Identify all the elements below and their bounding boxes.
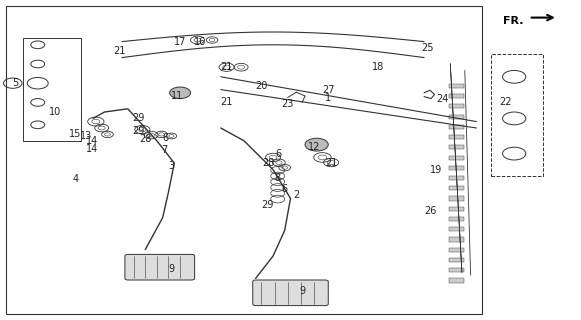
- Text: 6: 6: [276, 148, 282, 159]
- Bar: [449, 145, 464, 149]
- Text: 14: 14: [85, 136, 98, 146]
- Text: 3: 3: [168, 161, 174, 172]
- Text: 21: 21: [220, 97, 233, 108]
- Text: 24: 24: [436, 94, 449, 104]
- Bar: [449, 84, 464, 88]
- Text: 27: 27: [322, 84, 335, 95]
- Bar: [449, 248, 464, 252]
- Bar: [449, 237, 464, 242]
- Bar: [449, 207, 464, 211]
- Bar: [449, 186, 464, 190]
- Text: 21: 21: [220, 62, 233, 72]
- Text: 11: 11: [171, 91, 184, 101]
- Text: 7: 7: [162, 145, 167, 156]
- Bar: [449, 104, 464, 108]
- Text: 4: 4: [73, 174, 78, 184]
- Text: 8: 8: [275, 172, 281, 183]
- Text: 6: 6: [163, 132, 168, 143]
- Bar: [23, 38, 81, 141]
- Text: 25: 25: [421, 43, 433, 53]
- Bar: [449, 156, 464, 160]
- Bar: [6, 6, 482, 314]
- Text: FR.: FR.: [503, 16, 523, 26]
- Text: 9: 9: [299, 286, 305, 296]
- Bar: [449, 217, 464, 221]
- Text: 12: 12: [307, 142, 320, 152]
- Text: 13: 13: [80, 131, 92, 141]
- Bar: [449, 115, 464, 119]
- Text: 17: 17: [174, 36, 187, 47]
- Text: 21: 21: [325, 158, 338, 168]
- Bar: [449, 278, 464, 283]
- FancyBboxPatch shape: [125, 254, 195, 280]
- Text: 29: 29: [132, 126, 145, 136]
- Bar: [491, 54, 543, 176]
- Text: 21: 21: [113, 46, 125, 56]
- Text: 1: 1: [325, 92, 331, 103]
- Text: 19: 19: [429, 164, 442, 175]
- Text: 26: 26: [424, 206, 436, 216]
- Text: 5: 5: [13, 78, 19, 88]
- Circle shape: [305, 138, 328, 151]
- Text: 28: 28: [262, 158, 275, 168]
- Text: 16: 16: [194, 36, 207, 47]
- Bar: [449, 166, 464, 170]
- Text: 18: 18: [371, 62, 384, 72]
- Text: 20: 20: [255, 81, 268, 92]
- Text: 9: 9: [168, 264, 174, 274]
- Text: 29: 29: [261, 200, 274, 210]
- Text: 22: 22: [499, 97, 512, 108]
- Bar: [449, 227, 464, 231]
- Bar: [449, 94, 464, 98]
- Text: 6: 6: [282, 184, 288, 194]
- Text: 2: 2: [293, 190, 299, 200]
- Bar: [449, 258, 464, 262]
- Bar: [449, 176, 464, 180]
- Text: 10: 10: [49, 107, 62, 117]
- Bar: [449, 196, 464, 201]
- Circle shape: [170, 87, 191, 99]
- Text: 29: 29: [132, 113, 145, 124]
- FancyBboxPatch shape: [253, 280, 328, 306]
- Text: 28: 28: [139, 134, 152, 144]
- Bar: [449, 125, 464, 129]
- Text: 14: 14: [85, 144, 98, 154]
- Bar: [449, 135, 464, 139]
- Text: 15: 15: [69, 129, 82, 140]
- Bar: [449, 268, 464, 272]
- Text: 23: 23: [281, 99, 294, 109]
